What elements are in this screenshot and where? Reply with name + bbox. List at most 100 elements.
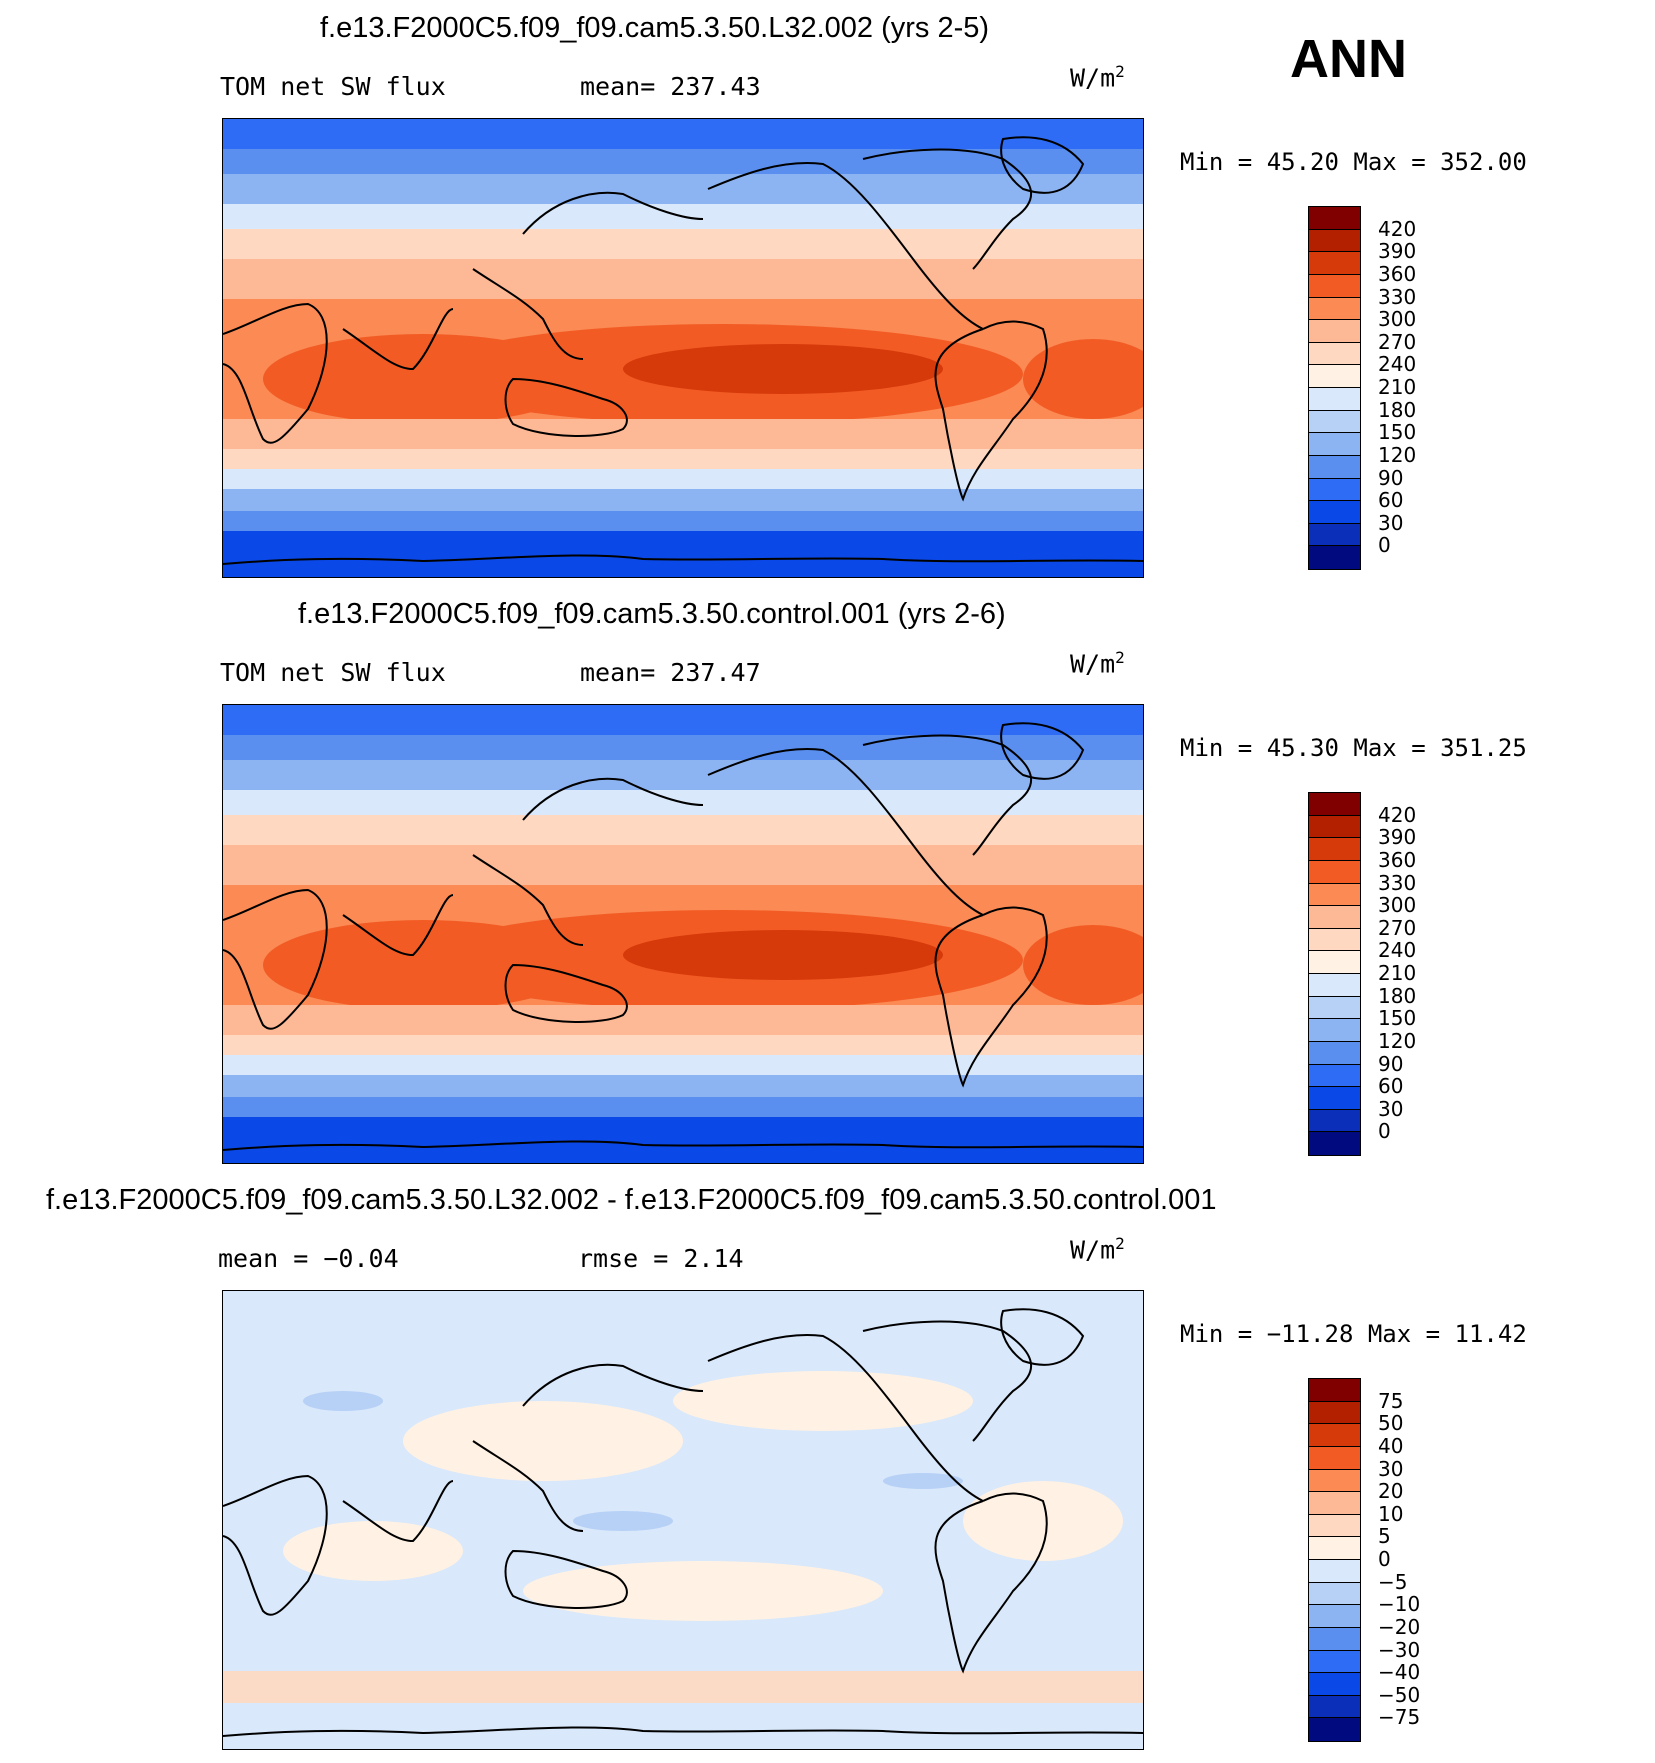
- colorbar-tick-label: 180: [1378, 983, 1417, 1008]
- panel-2-map-field: [223, 705, 1143, 1163]
- colorbar-swatch: [1309, 1379, 1360, 1402]
- colorbar-swatch: [1309, 1560, 1360, 1583]
- colorbar-swatch: [1309, 388, 1360, 411]
- colorbar-tick-label: −50: [1378, 1682, 1421, 1707]
- colorbar-swatch: [1309, 1650, 1360, 1674]
- colorbar-swatch: [1309, 1087, 1360, 1110]
- colorbar-tick-label: 75: [1378, 1388, 1404, 1413]
- colorbar-tick-label: 210: [1378, 961, 1417, 985]
- colorbar-swatch: [1309, 1401, 1360, 1425]
- colorbar-tick-label: 90: [1378, 1051, 1404, 1076]
- colorbar-swatch: [1309, 1627, 1360, 1651]
- panel-2-title: f.e13.F2000C5.f09_f09.cam5.3.50.control.…: [298, 598, 1006, 630]
- panel-3-minmax: Min = −11.28 Max = 11.42: [1180, 1320, 1527, 1348]
- colorbar-tick-label: 390: [1378, 239, 1417, 264]
- colorbar-swatch: [1309, 455, 1360, 479]
- colorbar-tick-label: 150: [1378, 1006, 1417, 1031]
- colorbar-swatch: [1309, 1041, 1360, 1065]
- colorbar-tick-label: 60: [1378, 488, 1404, 513]
- panel-3-colorbar: [1308, 1378, 1361, 1742]
- colorbar-tick-label: 420: [1378, 216, 1417, 241]
- panel-3-rmse-label: rmse = 2.14: [578, 1244, 744, 1273]
- colorbar-tick-label: 5: [1378, 1524, 1391, 1549]
- colorbar-tick-label: 150: [1378, 420, 1417, 445]
- panel-2-minmax: Min = 45.30 Max = 351.25: [1180, 734, 1527, 762]
- colorbar-tick-label: 240: [1378, 938, 1417, 963]
- colorbar-swatch: [1309, 1582, 1360, 1606]
- colorbar-tick-label: 300: [1378, 307, 1417, 332]
- colorbar-swatch: [1309, 501, 1360, 524]
- colorbar-tick-label: 60: [1378, 1074, 1404, 1099]
- panel-1-colorbar: [1308, 206, 1361, 570]
- panel-1-map-field: [223, 119, 1143, 577]
- panel-1-mean-label: mean= 237.43: [580, 72, 761, 101]
- colorbar-tick-label: 180: [1378, 397, 1417, 422]
- colorbar-swatch: [1309, 974, 1360, 997]
- colorbar-tick-label: −30: [1378, 1637, 1421, 1662]
- colorbar-swatch: [1309, 815, 1360, 839]
- colorbar-tick-label: −20: [1378, 1614, 1421, 1639]
- colorbar-swatch: [1309, 365, 1360, 388]
- colorbar-tick-label: 360: [1378, 847, 1417, 872]
- panel-2-units: W/m2: [1070, 648, 1125, 679]
- panel-3-title: f.e13.F2000C5.f09_f09.cam5.3.50.L32.002 …: [46, 1184, 1217, 1216]
- panel-1-units: W/m2: [1070, 62, 1125, 93]
- colorbar-swatch: [1309, 1492, 1360, 1515]
- colorbar-tick-label: 330: [1378, 284, 1417, 309]
- colorbar-swatch: [1309, 410, 1360, 434]
- colorbar-swatch: [1309, 229, 1360, 253]
- panel-2-map: [222, 704, 1144, 1164]
- panel-1-variable-label: TOM net SW flux: [220, 72, 446, 101]
- colorbar-swatch: [1309, 1424, 1360, 1447]
- colorbar-tick-label: −5: [1378, 1569, 1408, 1594]
- panel-3-mean-label: mean = −0.04: [218, 1244, 399, 1273]
- colorbar-swatch: [1309, 297, 1360, 321]
- colorbar-swatch: [1309, 1537, 1360, 1560]
- colorbar-swatch: [1309, 996, 1360, 1020]
- panel-2-variable-label: TOM net SW flux: [220, 658, 446, 687]
- colorbar-swatch: [1309, 906, 1360, 929]
- colorbar-tick-label: 360: [1378, 261, 1417, 286]
- colorbar-swatch: [1309, 523, 1360, 547]
- panel-1-map: [222, 118, 1144, 578]
- colorbar-tick-label: 0: [1378, 1119, 1391, 1144]
- colorbar-swatch: [1309, 342, 1360, 366]
- colorbar-tick-label: 330: [1378, 870, 1417, 895]
- panel-2-mean-label: mean= 237.47: [580, 658, 761, 687]
- colorbar-tick-label: 300: [1378, 893, 1417, 918]
- colorbar-swatch: [1309, 1605, 1360, 1628]
- colorbar-swatch: [1309, 928, 1360, 952]
- colorbar-tick-label: −40: [1378, 1660, 1421, 1685]
- panel-3-map: [222, 1290, 1144, 1750]
- colorbar-swatch: [1309, 433, 1360, 456]
- colorbar-swatch: [1309, 1019, 1360, 1042]
- colorbar-tick-label: 0: [1378, 1547, 1391, 1571]
- panel-1-minmax: Min = 45.20 Max = 352.00: [1180, 148, 1527, 176]
- colorbar-swatch: [1309, 1695, 1360, 1719]
- colorbar-swatch: [1309, 252, 1360, 275]
- colorbar-tick-label: 30: [1378, 1096, 1404, 1121]
- colorbar-swatch: [1309, 1469, 1360, 1493]
- colorbar-tick-label: 210: [1378, 375, 1417, 399]
- colorbar-tick-label: 30: [1378, 1456, 1404, 1481]
- colorbar-tick-label: 390: [1378, 825, 1417, 850]
- colorbar-tick-label: −75: [1378, 1705, 1421, 1730]
- colorbar-swatch: [1309, 207, 1360, 230]
- colorbar-tick-label: 270: [1378, 329, 1417, 354]
- colorbar-swatch: [1309, 860, 1360, 884]
- colorbar-tick-label: 20: [1378, 1479, 1404, 1504]
- colorbar-tick-label: 240: [1378, 352, 1417, 377]
- colorbar-tick-label: 90: [1378, 465, 1404, 490]
- colorbar-tick-label: 0: [1378, 533, 1391, 558]
- colorbar-swatch: [1309, 793, 1360, 816]
- panel-3-units: W/m2: [1070, 1234, 1125, 1265]
- colorbar-swatch: [1309, 1673, 1360, 1696]
- panel-3-map-field: [223, 1291, 1143, 1749]
- colorbar-swatch: [1309, 1718, 1360, 1741]
- colorbar-tick-label: 40: [1378, 1433, 1404, 1458]
- colorbar-tick-label: 120: [1378, 1028, 1417, 1053]
- colorbar-tick-label: −10: [1378, 1592, 1421, 1617]
- colorbar-tick-label: 10: [1378, 1501, 1404, 1526]
- colorbar-swatch: [1309, 274, 1360, 298]
- colorbar-swatch: [1309, 1064, 1360, 1088]
